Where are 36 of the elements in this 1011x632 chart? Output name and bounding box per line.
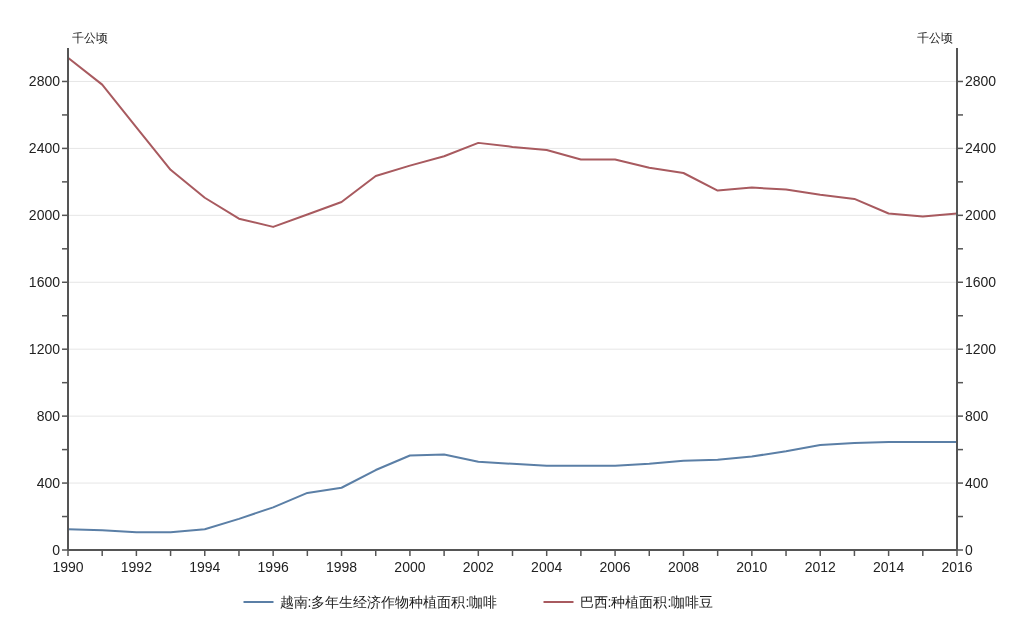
x-tick-label: 1998 <box>325 559 358 575</box>
x-tick-label: 2008 <box>667 559 700 575</box>
x-tick-label: 2014 <box>873 559 905 575</box>
y-tick-label: 800 <box>36 408 61 425</box>
y-tick-label: 2400 <box>28 140 61 157</box>
y2-axis-title: 千公顷 <box>917 31 953 45</box>
x-tick-label: 1990 <box>52 559 84 575</box>
x-tick-label: 2016 <box>941 559 973 575</box>
y2-tick-label: 2400 <box>965 140 997 157</box>
y2-tick-label: 400 <box>965 474 989 491</box>
legend-label: 越南:多年生经济作物种植面积:咖啡 <box>279 593 498 610</box>
y2-tick-label: 2800 <box>965 73 997 90</box>
x-tick-label: 2004 <box>531 559 563 575</box>
y-axis-title: 千公顷 <box>72 31 108 45</box>
y-tick-label: 0 <box>52 541 61 558</box>
y-tick-label: 2800 <box>28 73 61 90</box>
y2-tick-label: 0 <box>965 541 973 558</box>
y-tick-label: 1200 <box>28 341 61 358</box>
y2-tick-label: 1600 <box>965 274 997 291</box>
y2-tick-label: 1200 <box>965 341 997 358</box>
y2-tick-label: 800 <box>965 408 989 425</box>
legend-label: 巴西:种植面积:咖啡豆 <box>579 593 714 610</box>
line-series <box>67 56 958 228</box>
x-tick-label: 2006 <box>599 559 631 575</box>
y-tick-label: 1600 <box>28 274 61 291</box>
y2-tick-label: 2000 <box>965 207 997 224</box>
x-tick-label: 1994 <box>189 559 221 575</box>
x-tick-label: 2000 <box>394 559 426 575</box>
x-tick-label: 2012 <box>804 559 837 575</box>
y-tick-label: 2000 <box>28 207 61 224</box>
x-tick-label: 2010 <box>736 559 768 575</box>
x-tick-label: 1996 <box>257 559 289 575</box>
line-series <box>67 440 958 534</box>
x-tick-label: 1992 <box>120 559 153 575</box>
x-tick-label: 2002 <box>462 559 495 575</box>
y-tick-label: 400 <box>36 474 61 491</box>
